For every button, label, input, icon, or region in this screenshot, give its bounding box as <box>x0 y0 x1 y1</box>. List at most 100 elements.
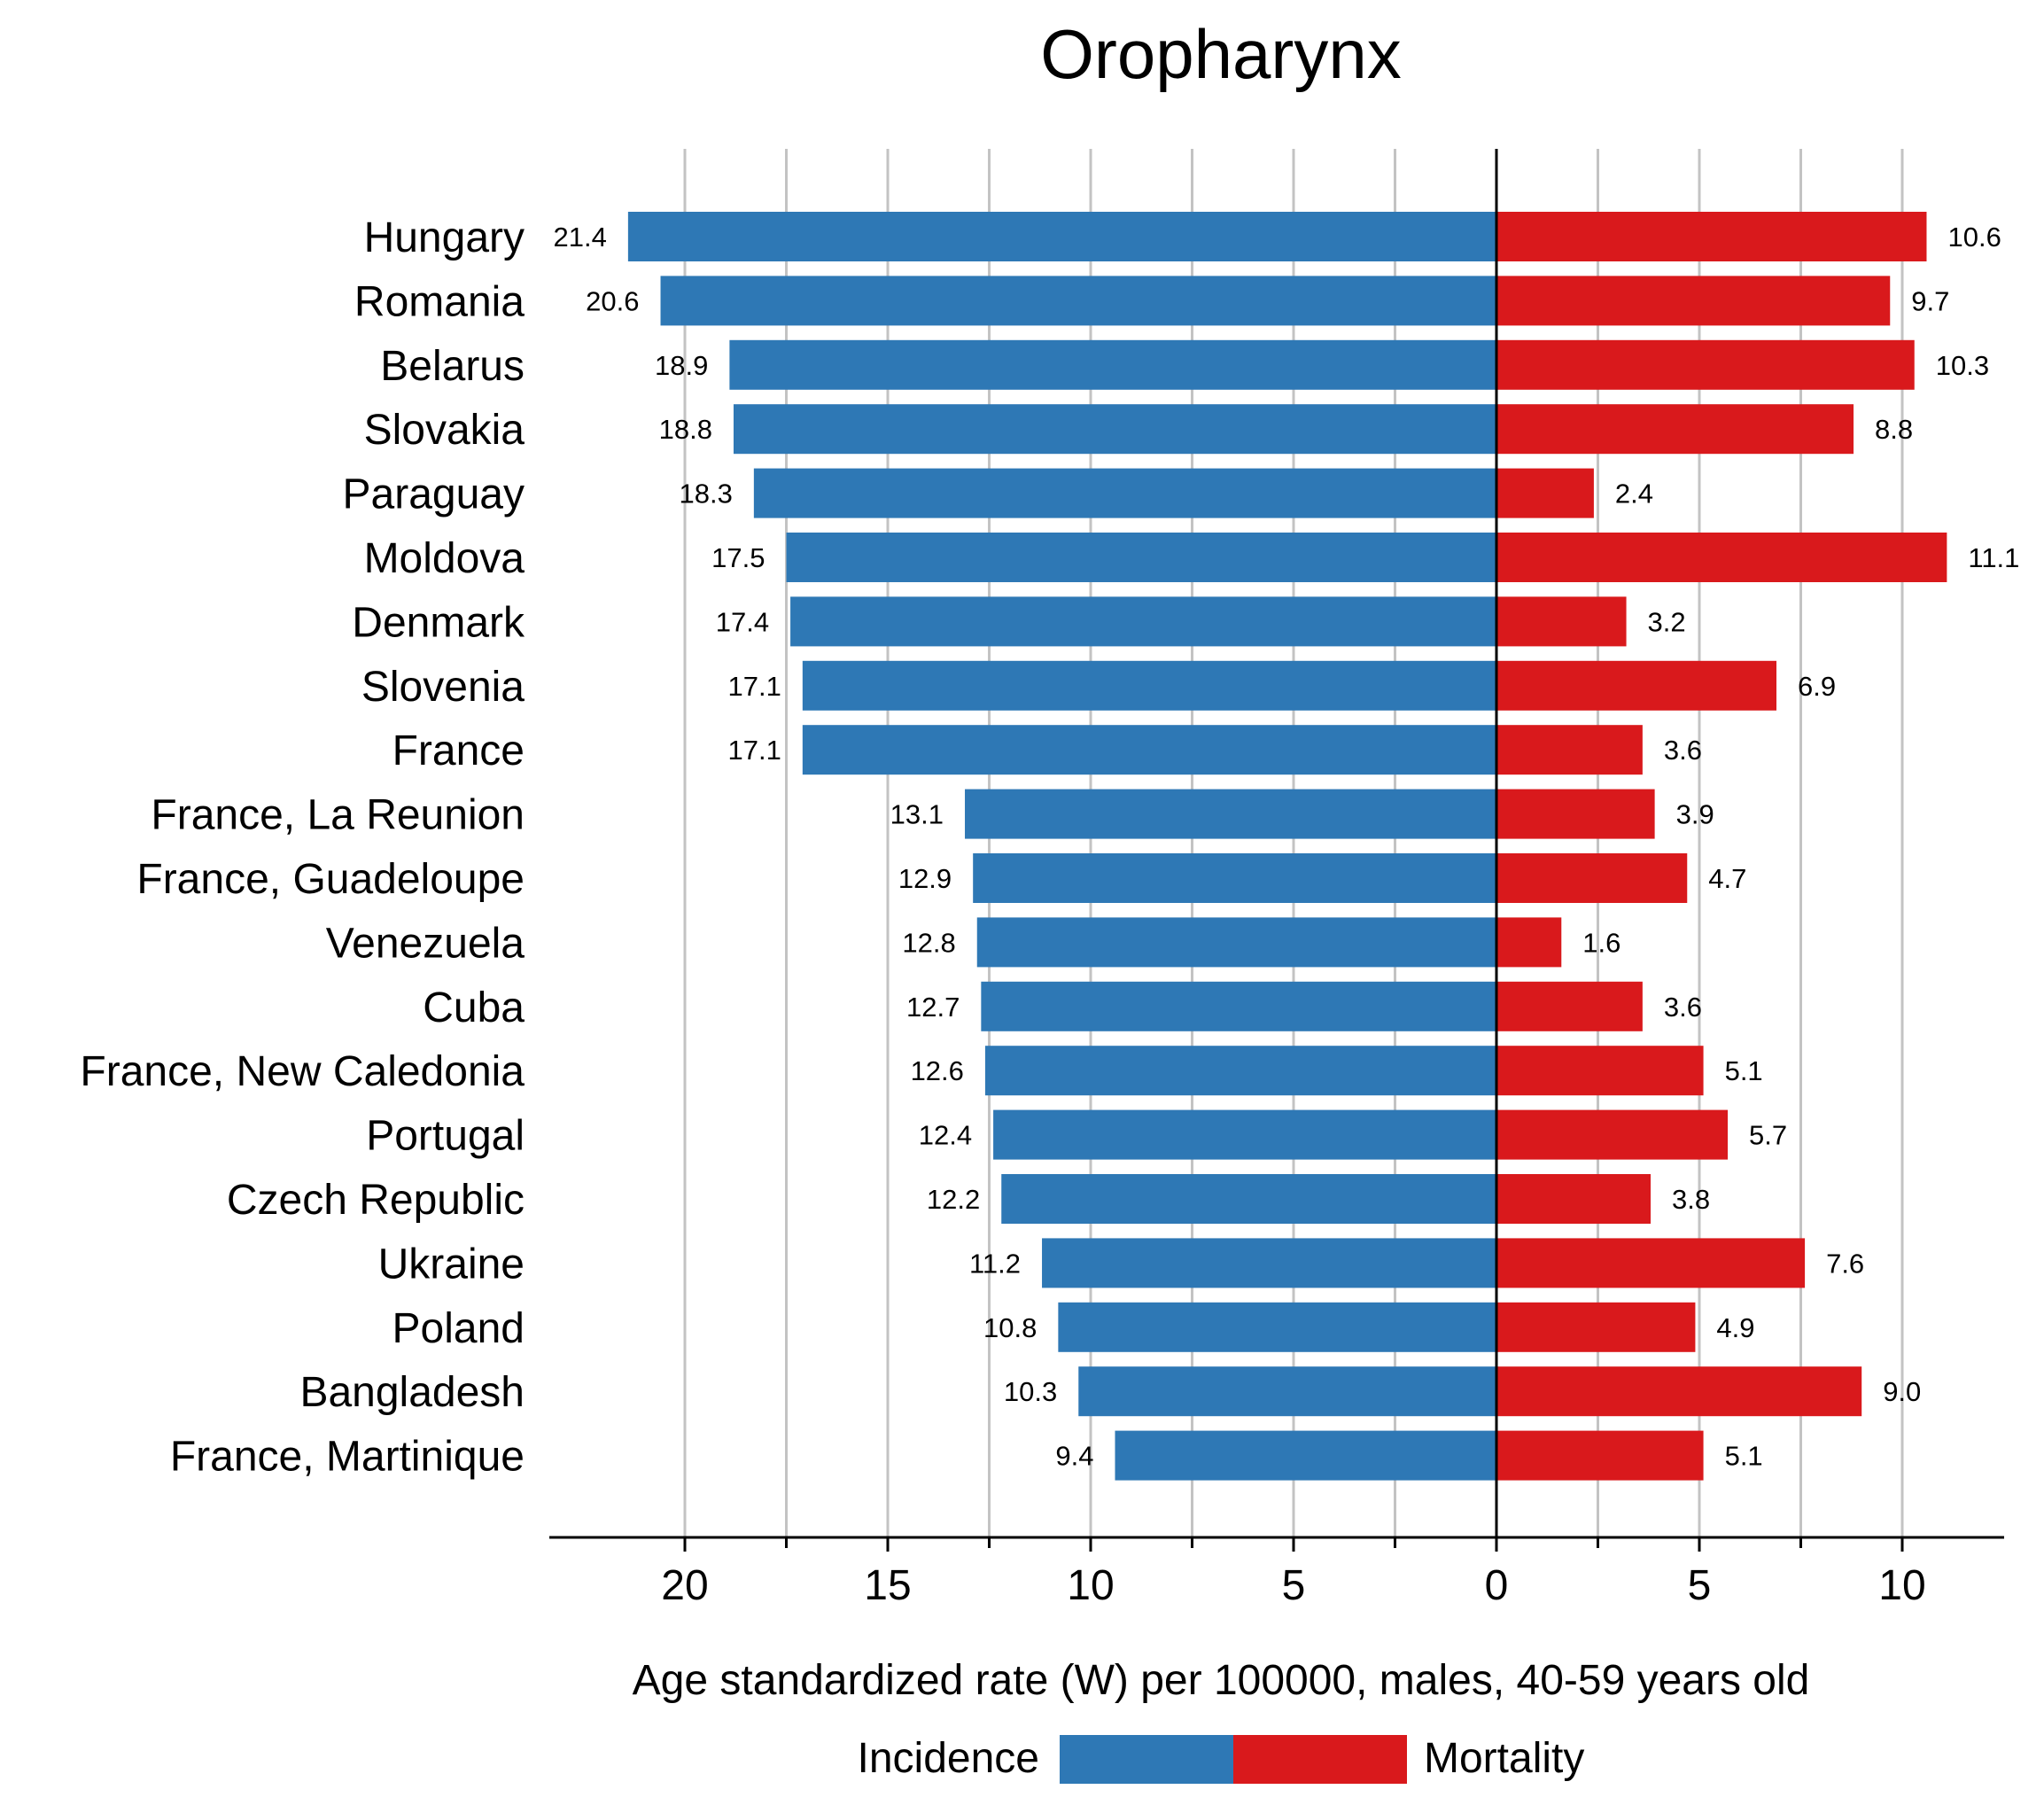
bar-mortality-0 <box>1496 212 1927 261</box>
value-label-incidence-17: 10.8 <box>983 1312 1037 1343</box>
x-axis: 20 15 10 5 0 5 10 <box>549 149 2004 1609</box>
bar-incidence-11 <box>976 917 1496 968</box>
bar-mortality-8 <box>1496 725 1643 775</box>
value-label-mortality-0: 10.6 <box>1947 222 2001 253</box>
bar-incidence-19 <box>1115 1430 1496 1481</box>
bar-incidence-9 <box>965 789 1496 839</box>
value-label-incidence-4: 18.3 <box>680 478 733 510</box>
bar-mortality-1 <box>1496 276 1891 326</box>
value-label-mortality-9: 3.9 <box>1676 799 1714 830</box>
bar-mortality-17 <box>1496 1302 1696 1352</box>
value-label-mortality-15: 3.8 <box>1672 1184 1710 1215</box>
legend-mortality-swatch <box>1233 1735 1407 1784</box>
value-label-mortality-13: 5.1 <box>1725 1055 1763 1086</box>
value-label-mortality-16: 7.6 <box>1826 1248 1864 1279</box>
value-label-mortality-5: 11.1 <box>1968 542 2019 573</box>
value-label-incidence-11: 12.8 <box>902 927 955 958</box>
bar-incidence-12 <box>981 981 1496 1031</box>
legend-mortality-label: Mortality <box>1424 1735 1584 1782</box>
value-label-incidence-8: 17.1 <box>727 735 781 766</box>
tick-label-4: 0 <box>1485 1562 1509 1609</box>
value-label-incidence-12: 12.7 <box>906 992 960 1023</box>
bar-incidence-10 <box>973 853 1496 903</box>
tick-label-0: 20 <box>661 1562 708 1609</box>
bar-mortality-12 <box>1496 981 1643 1031</box>
value-label-incidence-1: 20.6 <box>586 285 639 316</box>
category-label-6: Denmark <box>352 599 525 646</box>
category-label-4: Paraguay <box>343 471 525 518</box>
tick-label-5: 5 <box>1688 1562 1712 1609</box>
value-label-incidence-0: 21.4 <box>554 222 607 253</box>
category-label-13: France, New Caledonia <box>80 1048 525 1095</box>
value-label-mortality-10: 4.7 <box>1708 863 1746 894</box>
value-labels: 21.4 10.6 20.6 9.7 18.9 10.3 18.8 8.8 18.3 2.4 17.… <box>554 222 2020 1472</box>
tick-label-6: 10 <box>1878 1562 1925 1609</box>
bar-incidence-2 <box>729 339 1496 390</box>
value-label-mortality-7: 6.9 <box>1798 671 1836 702</box>
value-label-mortality-1: 9.7 <box>1911 285 1949 316</box>
bar-incidence-13 <box>984 1046 1496 1096</box>
bar-incidence-15 <box>1001 1174 1496 1224</box>
value-label-mortality-6: 3.2 <box>1648 606 1686 637</box>
value-label-mortality-4: 2.4 <box>1615 478 1653 510</box>
bar-mortality-4 <box>1496 468 1594 518</box>
value-label-incidence-7: 17.1 <box>727 671 781 702</box>
value-label-incidence-6: 17.4 <box>716 606 769 637</box>
value-label-incidence-18: 10.3 <box>1004 1376 1057 1407</box>
tick-label-3: 5 <box>1282 1562 1306 1609</box>
value-label-incidence-15: 12.2 <box>927 1184 980 1215</box>
value-label-incidence-16: 11.2 <box>969 1248 1021 1279</box>
category-label-3: Slovakia <box>364 407 525 454</box>
bar-incidence-0 <box>627 212 1496 261</box>
tick-label-2: 10 <box>1067 1562 1114 1609</box>
bar-incidence-5 <box>786 533 1496 582</box>
bar-incidence-4 <box>753 468 1496 518</box>
value-label-incidence-2: 18.9 <box>655 350 708 381</box>
category-label-9: France, La Reunion <box>151 792 525 839</box>
bar-mortality-9 <box>1496 789 1655 839</box>
bar-incidence-1 <box>660 276 1496 326</box>
bar-mortality-16 <box>1496 1238 1806 1288</box>
bar-mortality-7 <box>1496 660 1777 711</box>
value-label-mortality-18: 9.0 <box>1883 1376 1921 1407</box>
bar-mortality-2 <box>1496 339 1915 390</box>
tick-label-1: 15 <box>864 1562 911 1609</box>
category-label-2: Belarus <box>380 343 525 390</box>
category-label-11: Venezuela <box>326 920 525 967</box>
bar-mortality-13 <box>1496 1046 1704 1096</box>
bar-incidence-7 <box>802 660 1496 711</box>
value-label-mortality-19: 5.1 <box>1725 1441 1763 1472</box>
category-label-16: Ukraine <box>378 1241 525 1288</box>
category-label-14: Portugal <box>366 1113 525 1160</box>
value-label-incidence-5: 17.5 <box>711 542 765 573</box>
value-label-incidence-3: 18.8 <box>659 414 712 445</box>
legend-incidence-label: Incidence <box>858 1735 1039 1782</box>
bar-mortality-19 <box>1496 1430 1704 1481</box>
bar-mortality-15 <box>1496 1174 1652 1224</box>
value-label-incidence-14: 12.4 <box>919 1120 972 1151</box>
value-label-mortality-11: 1.6 <box>1582 927 1620 958</box>
bar-mortality-10 <box>1496 853 1688 903</box>
x-axis-label: Age standardized rate (W) per 100000, ma… <box>633 1657 1810 1704</box>
category-label-12: Cuba <box>423 984 525 1031</box>
value-label-incidence-9: 13.1 <box>890 799 944 830</box>
category-label-0: Hungary <box>364 214 525 261</box>
value-label-mortality-8: 3.6 <box>1664 735 1702 766</box>
bar-incidence-3 <box>733 404 1496 455</box>
category-label-15: Czech Republic <box>227 1177 525 1224</box>
bar-mortality-3 <box>1496 404 1854 455</box>
bar-mortality-11 <box>1496 917 1562 968</box>
bar-incidence-18 <box>1078 1366 1496 1417</box>
bar-incidence-8 <box>802 725 1496 775</box>
value-label-incidence-19: 9.4 <box>1055 1441 1093 1472</box>
value-label-mortality-2: 10.3 <box>1936 350 1989 381</box>
value-label-incidence-13: 12.6 <box>911 1055 964 1086</box>
category-label-1: Romania <box>354 278 525 325</box>
bars <box>627 212 1947 1481</box>
legend: Incidence Mortality <box>858 1735 1584 1784</box>
bar-incidence-16 <box>1042 1238 1496 1288</box>
category-label-8: France <box>392 727 525 774</box>
value-label-mortality-3: 8.8 <box>1875 414 1913 445</box>
category-label-5: Moldova <box>364 535 525 582</box>
